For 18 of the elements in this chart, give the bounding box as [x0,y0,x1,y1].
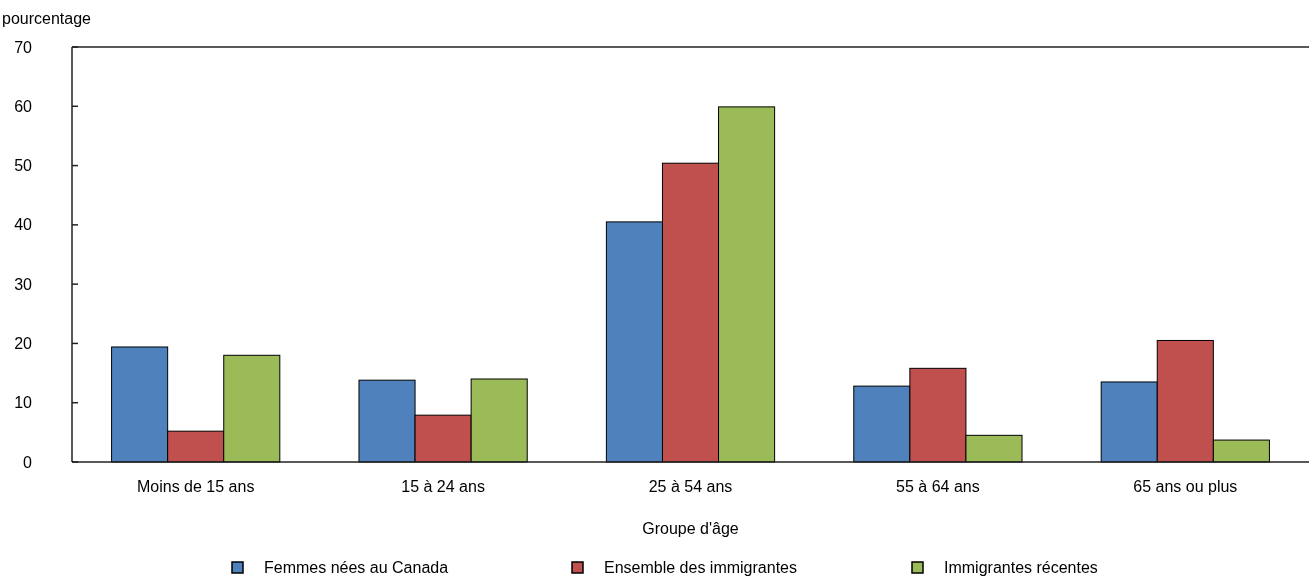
x-tick-label: 25 à 54 ans [648,478,733,495]
y-tick-label: 60 [14,97,33,115]
legend-label: Femmes nées au Canada [264,558,449,576]
y-tick-label: 40 [14,216,33,234]
y-tick-label: 70 [14,38,33,56]
x-tick-label: 15 à 24 ans [401,478,485,495]
y-tick-label: 50 [14,157,33,175]
legend-label: Immigrantes récentes [944,558,1098,576]
y-axis-title: pourcentage [2,10,92,27]
x-tick-label: 55 à 64 ans [896,478,980,495]
y-tick-label: 0 [23,453,33,471]
x-tick-label: 65 ans ou plus [1133,478,1238,495]
x-axis-title: Groupe d'âge [642,520,739,537]
legend-label: Ensemble des immigrantes [604,558,797,576]
y-tick-label: 10 [14,394,33,412]
y-tick-label: 20 [14,335,33,353]
x-tick-label: Moins de 15 ans [137,478,255,495]
y-tick-label: 30 [14,275,33,293]
